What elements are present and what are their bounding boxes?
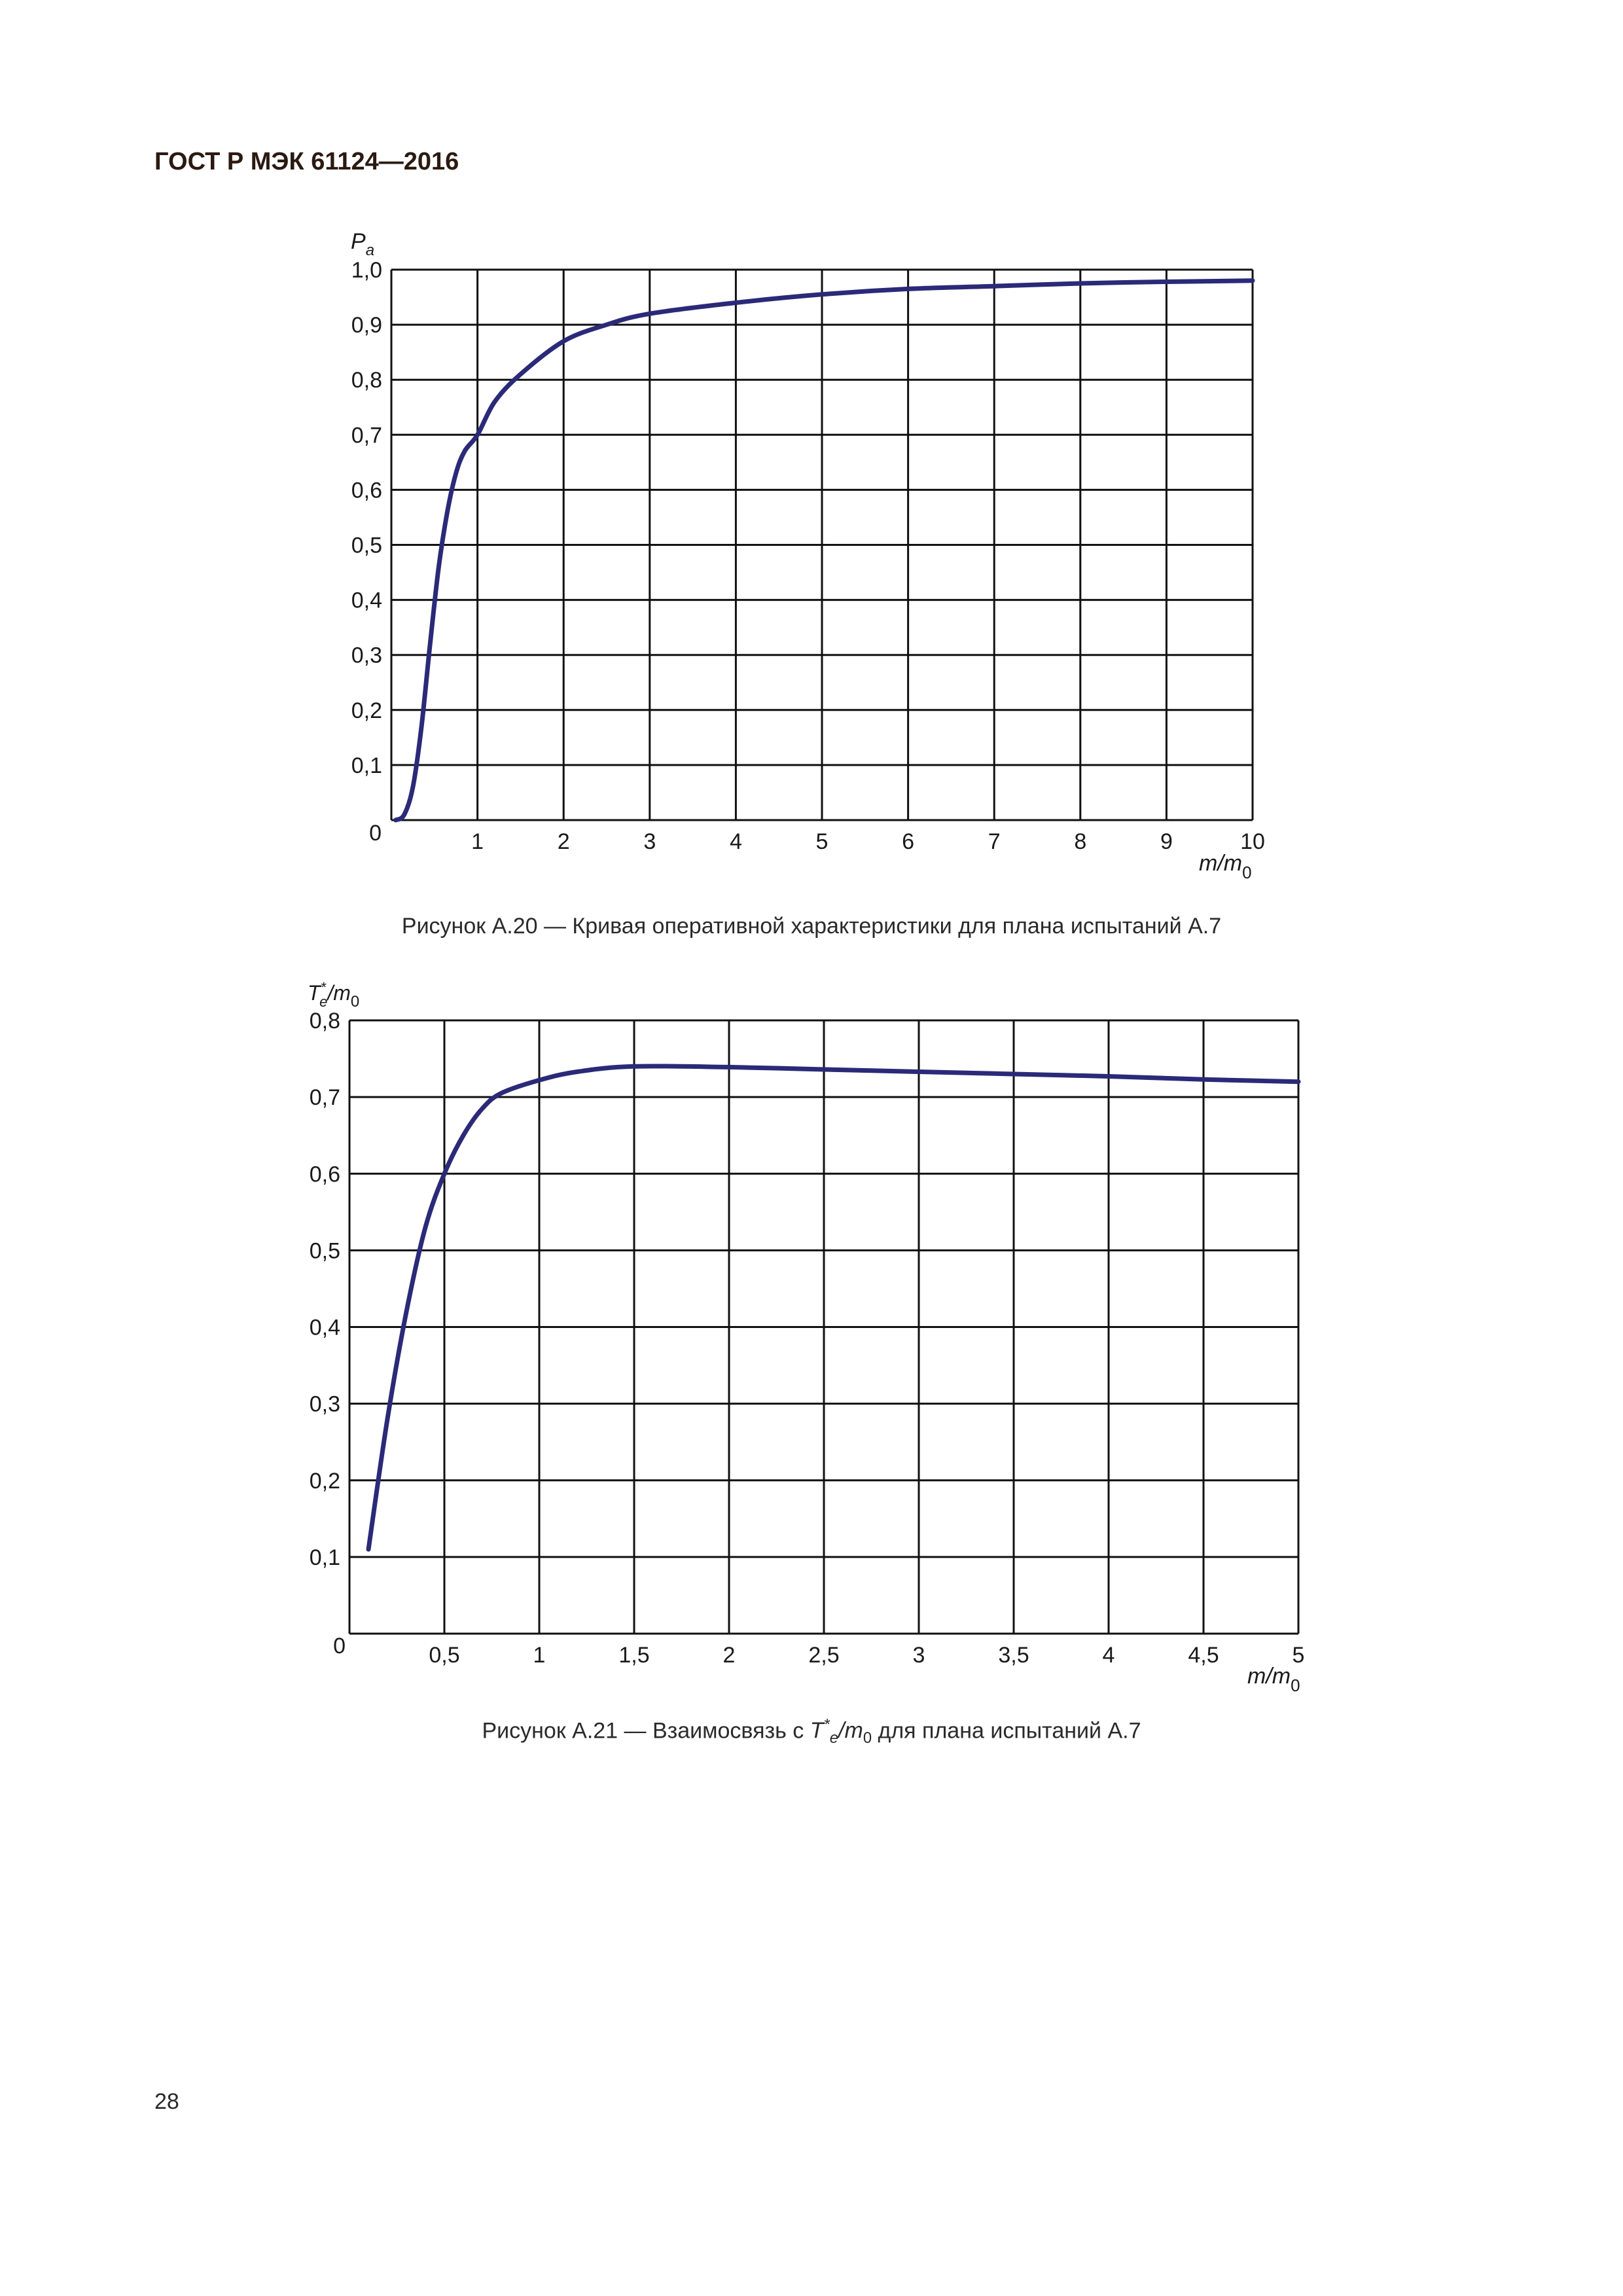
- c2-y-tick-label: 0,4: [310, 1316, 340, 1340]
- chart1-y-axis-label: Pa: [351, 229, 374, 259]
- c1-y-tick-label: 0,7: [351, 423, 382, 448]
- c1-y-tick-label: 0,1: [351, 753, 382, 778]
- c1-y-tick-label: 0,6: [351, 478, 382, 503]
- c1-x-tick-label: 9: [1160, 829, 1173, 854]
- figure-a21-caption: Рисунок А.21 — Взаимосвязь с T*e/m0 для …: [482, 1716, 1141, 1748]
- c2-y-tick-label: 0,1: [310, 1545, 340, 1570]
- c2-x-tick-label: 3,5: [998, 1643, 1029, 1668]
- chart2-series-line: [366, 1064, 1301, 1552]
- chart1-series-line: [393, 278, 1255, 823]
- c2-y-tick-label: 0,2: [310, 1469, 340, 1494]
- c2-y-tick-label: 0,8: [310, 1009, 340, 1033]
- c2-x-tick-label: 1,5: [618, 1643, 649, 1668]
- c2-x-tick-label: 5: [1293, 1643, 1305, 1668]
- chart2-x-axis-label: m/m0: [1247, 1664, 1300, 1695]
- page-number: 28: [154, 2089, 179, 2114]
- chart1-origin-label: 0: [369, 821, 382, 846]
- chart1-x-axis-label: m/m0: [1199, 851, 1252, 882]
- c2-x-tick-label: 4: [1103, 1643, 1115, 1668]
- c1-x-tick-label: 1: [471, 829, 484, 854]
- chart2-origin-label: 0: [333, 1634, 346, 1659]
- c2-y-tick-label: 0,6: [310, 1162, 340, 1187]
- operating-characteristic-chart: 1 2 3 4 5 6 7 8 9 10 0,1 0,2 0,3 0,4 0,5 0,6 0,7 0,8 0,9 1,…: [351, 229, 1265, 882]
- c1-y-tick-label: 1,0: [351, 258, 382, 283]
- c2-x-tick-label: 0,5: [429, 1643, 459, 1668]
- c1-x-tick-label: 7: [988, 829, 1001, 854]
- te-ratio-chart: 0,5 1 1,5 2 2,5 3 3,5 4 4,5 5 0,1 0,2 0,3 0,4 0,5 0,6 0,…: [308, 979, 1305, 1695]
- c1-y-tick-label: 0,9: [351, 313, 382, 338]
- c1-x-tick-label: 2: [558, 829, 570, 854]
- c1-curve: [393, 278, 1255, 823]
- c2-x-tick-label: 2: [723, 1643, 736, 1668]
- c2-x-tick-label: 3: [913, 1643, 925, 1668]
- c1-y-tick-label: 0,8: [351, 368, 382, 393]
- chart2-tick-labels: 0,5 1 1,5 2 2,5 3 3,5 4 4,5 5 0,1 0,2 0,3 0,4 0,5 0,6 0,…: [310, 1009, 1305, 1668]
- c2-curve: [366, 1064, 1301, 1552]
- c2-x-tick-label: 2,5: [808, 1643, 839, 1668]
- chart1-grid: [390, 268, 1254, 821]
- c1-y-tick-label: 0,2: [351, 698, 382, 723]
- c1-y-tick-label: 0,5: [351, 533, 382, 558]
- c1-x-tick-label: 4: [730, 829, 742, 854]
- c1-y-tick-label: 0,4: [351, 588, 382, 613]
- c1-x-tick-label: 3: [643, 829, 656, 854]
- c2-x-tick-label: 4,5: [1188, 1643, 1219, 1668]
- chart1-tick-labels: 1 2 3 4 5 6 7 8 9 10 0,1 0,2 0,3 0,4 0,5 0,6 0,7 0,8 0,9 1,…: [351, 258, 1265, 854]
- chart2-grid: [348, 1019, 1300, 1635]
- c2-y-tick-label: 0,3: [310, 1392, 340, 1417]
- c2-x-tick-label: 1: [533, 1643, 546, 1668]
- c1-x-tick-label: 5: [816, 829, 829, 854]
- c1-y-tick-label: 0,3: [351, 643, 382, 668]
- c2-y-tick-label: 0,7: [310, 1085, 340, 1110]
- c2-y-tick-label: 0,5: [310, 1238, 340, 1263]
- chart2-y-axis-label: T* e/m0: [308, 979, 359, 1011]
- c1-x-tick-label: 8: [1074, 829, 1086, 854]
- document-header: ГОСТ Р МЭК 61124—2016: [154, 148, 459, 175]
- c1-x-tick-label: 6: [902, 829, 914, 854]
- figure-a20-caption: Рисунок А.20 — Кривая оперативной характ…: [401, 914, 1222, 939]
- c1-x-tick-label: 10: [1240, 829, 1265, 854]
